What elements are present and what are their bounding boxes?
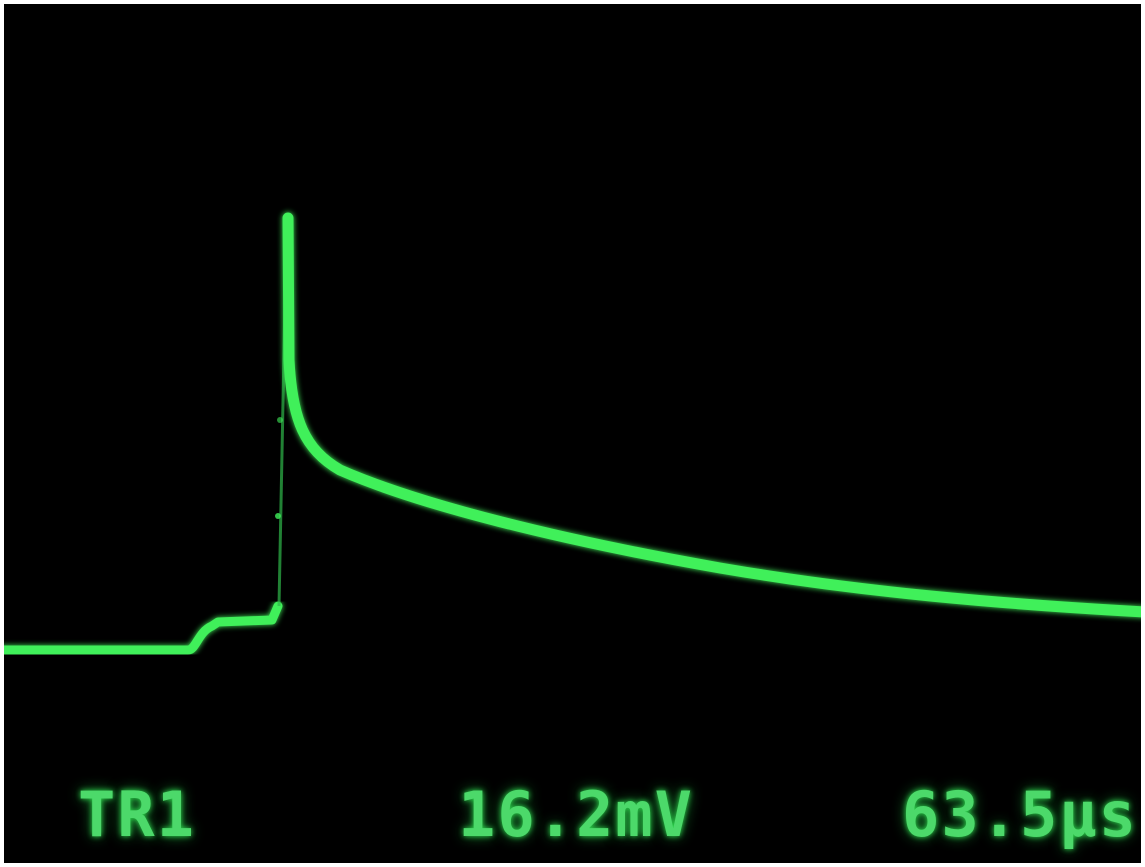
- signal-trace-dot: [277, 417, 283, 423]
- signal-trace-dot: [275, 513, 281, 519]
- time-readout: 63.5µs: [902, 778, 1138, 851]
- signal-baseline-trace: [0, 601, 283, 655]
- voltage-readout: 16.2mV: [458, 778, 694, 851]
- signal-spike-decay-trace: [282, 212, 1145, 618]
- trigger-readout: TR1: [78, 778, 196, 851]
